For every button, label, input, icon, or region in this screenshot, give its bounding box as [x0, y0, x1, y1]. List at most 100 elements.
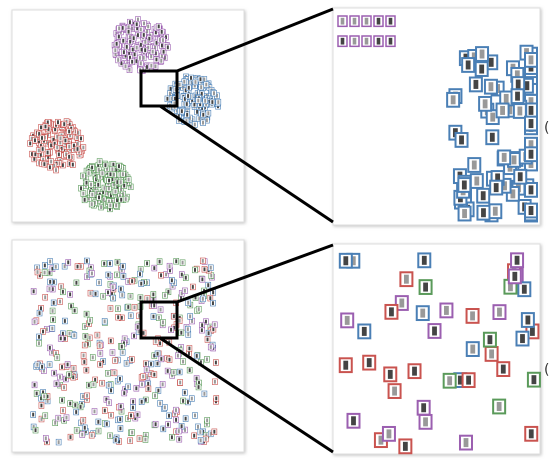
- thumb-item: [175, 418, 178, 422]
- thumb-item: [190, 396, 193, 401]
- thumb-item: [96, 333, 99, 337]
- thumb-item: [80, 136, 83, 141]
- thumb-item: [146, 29, 149, 34]
- thumb-item: [121, 293, 124, 297]
- thumb-item: [65, 152, 68, 157]
- thumb-item: [203, 105, 206, 110]
- thumb-item: [36, 362, 39, 367]
- thumb-item: [501, 152, 507, 162]
- thumb-item: [60, 284, 63, 289]
- thumb-item: [514, 70, 520, 80]
- thumb-item: [65, 415, 68, 420]
- thumb-item: [197, 307, 200, 312]
- thumb-item: [205, 82, 208, 87]
- thumb-item: [49, 259, 52, 264]
- thumb-item: [206, 337, 209, 342]
- thumb-item: [63, 336, 66, 341]
- thumb-item: [125, 45, 128, 49]
- thumb-item: [487, 335, 493, 345]
- thumb-item: [138, 272, 141, 276]
- thumb-item: [131, 430, 134, 435]
- thumb-item: [116, 306, 119, 311]
- thumb-item: [106, 371, 109, 376]
- thumb-item: [60, 146, 63, 151]
- thumb-item: [109, 203, 112, 208]
- thumb-item: [528, 119, 534, 129]
- thumb-item: [95, 190, 98, 195]
- thumb-item: [159, 401, 162, 406]
- thumb-item: [508, 282, 513, 292]
- zoom-line: [159, 336, 334, 454]
- thumb-item: [156, 351, 159, 356]
- thumb-item: [470, 311, 475, 321]
- thumb-item: [129, 294, 132, 299]
- thumb-item: [387, 369, 393, 379]
- thumb-item: [90, 182, 93, 187]
- thumb-item: [119, 287, 122, 291]
- thumb-item: [167, 289, 170, 294]
- thumb-item: [108, 261, 111, 266]
- thumb-item: [200, 92, 203, 96]
- thumb-item: [124, 197, 127, 201]
- thumb-item: [102, 197, 105, 202]
- thumb-item: [121, 350, 124, 355]
- thumb-item: [59, 336, 62, 341]
- thumb-item: [102, 294, 105, 299]
- thumb-item: [117, 58, 120, 62]
- thumb-item: [517, 106, 523, 116]
- thumb-item: [188, 368, 191, 372]
- thumb-item: [44, 295, 47, 300]
- thumb-item: [511, 155, 517, 165]
- thumb-item: [34, 428, 37, 433]
- thumb-item: [47, 132, 50, 137]
- thumb-item: [69, 292, 72, 297]
- thumb-item: [76, 264, 79, 269]
- thumb-item: [95, 177, 98, 182]
- thumb-item: [40, 396, 43, 401]
- thumb-item: [186, 400, 189, 404]
- thumb-item: [507, 105, 513, 115]
- thumb-item: [144, 398, 147, 402]
- thumb-item: [163, 405, 166, 410]
- thumb-item: [86, 342, 89, 346]
- thumb-item: [520, 334, 525, 344]
- thumb-item: [142, 56, 145, 60]
- thumb-item: [495, 173, 501, 183]
- thumb-item: [215, 93, 218, 98]
- thumb-item: [61, 331, 64, 336]
- thumb-item: [59, 375, 62, 379]
- thumb-item: [104, 163, 107, 167]
- thumb-item: [123, 387, 126, 392]
- side-label: (: [544, 120, 549, 136]
- thumb-item: [43, 162, 46, 166]
- thumb-item: [207, 331, 210, 335]
- thumb-item: [157, 315, 160, 320]
- thumb-item: [68, 129, 71, 134]
- thumb-item: [160, 273, 163, 278]
- thumb-item: [111, 199, 114, 204]
- thumb-item: [57, 440, 60, 444]
- thumb-item: [159, 341, 162, 346]
- thumb-item: [480, 191, 486, 201]
- thumb-item: [177, 114, 180, 118]
- thumb-item: [162, 49, 165, 54]
- thumb-item: [112, 172, 115, 177]
- thumb-item: [85, 312, 88, 316]
- thumb-item: [157, 388, 160, 393]
- thumb-item: [515, 91, 520, 101]
- thumb-item: [177, 118, 180, 123]
- thumb-item: [136, 325, 139, 329]
- thumb-item: [83, 324, 86, 329]
- thumb-item: [177, 429, 180, 433]
- thumb-item: [41, 364, 44, 369]
- thumb-item: [195, 354, 198, 358]
- thumb-item: [131, 26, 134, 31]
- thumb-item: [497, 307, 502, 317]
- thumb-item: [168, 268, 171, 273]
- thumb-item: [97, 420, 100, 424]
- thumb-item: [91, 165, 94, 170]
- thumb-item: [123, 336, 126, 341]
- thumb-item: [42, 329, 45, 334]
- thumb-item: [53, 163, 56, 168]
- thumb-item: [160, 30, 163, 34]
